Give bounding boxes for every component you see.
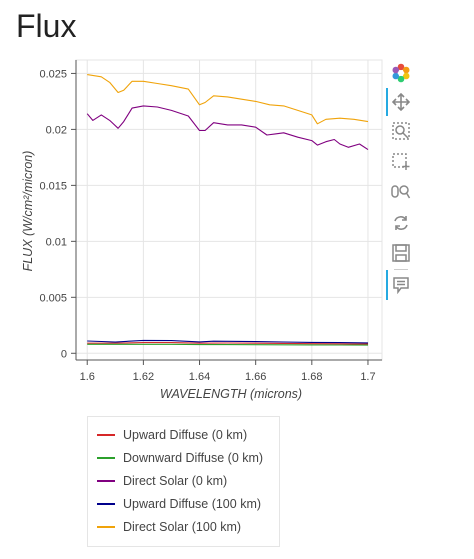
- y-tick-label: 0.015: [39, 180, 67, 192]
- grid: [76, 60, 382, 360]
- x-tick-label: 1.7: [360, 371, 375, 383]
- box-select-tool-icon[interactable]: [390, 151, 412, 173]
- active-inspector-indicator: [386, 270, 388, 300]
- plot-area: [75, 59, 383, 361]
- legend-label: Direct Solar (0 km): [123, 474, 228, 488]
- legend-swatch: [97, 434, 115, 436]
- active-tool-indicator: [386, 88, 388, 116]
- y-tick-label: 0.01: [46, 236, 67, 248]
- legend-item[interactable]: Upward Diffuse (100 km): [97, 494, 261, 514]
- legend-label: Upward Diffuse (100 km): [123, 497, 262, 511]
- y-tick-label: 0.02: [46, 124, 67, 136]
- series-line-1: [87, 343, 369, 346]
- y-tick-label: 0.025: [39, 68, 67, 80]
- y-tick-label: 0: [61, 348, 67, 360]
- box-zoom-tool-icon[interactable]: [390, 120, 412, 142]
- save-tool-icon[interactable]: [390, 242, 412, 264]
- x-tick-label: 1.62: [133, 371, 154, 383]
- legend-swatch: [97, 457, 115, 459]
- axes: 1.6 1.62 1.64 1.66 1.68 1.7 0 0.005 0.01 0.015 0.0…: [39, 60, 382, 383]
- legend-swatch: [97, 503, 115, 505]
- legend-label: Upward Diffuse (0 km): [123, 428, 248, 442]
- legend-item[interactable]: Downward Diffuse (0 km): [97, 448, 263, 468]
- series-lines: [86, 74, 369, 346]
- series-line-3: [87, 339, 369, 344]
- legend-item[interactable]: Direct Solar (0 km): [97, 471, 227, 491]
- x-tick-label: 1.64: [189, 371, 210, 383]
- hover-tool-icon[interactable]: [390, 274, 412, 296]
- series-line-2: [86, 105, 369, 151]
- x-tick-label: 1.6: [80, 371, 95, 383]
- legend-swatch: [97, 480, 115, 482]
- legend-label: Direct Solar (100 km): [123, 520, 242, 534]
- pan-tool-icon[interactable]: [390, 91, 412, 113]
- chart-legend: Upward Diffuse (0 km) Downward Diffuse (0…: [87, 416, 280, 547]
- x-tick-label: 1.66: [245, 371, 266, 383]
- toolbar-separator: [394, 269, 408, 270]
- y-axis-label: FLUX (W/cm²/micron): [21, 151, 35, 272]
- series-line-0: [87, 342, 369, 345]
- legend-swatch: [97, 526, 115, 528]
- y-tick-label: 0.005: [39, 292, 67, 304]
- plot-toolbar: [386, 60, 416, 310]
- series-line-4: [87, 74, 369, 125]
- wheel-zoom-tool-icon[interactable]: [390, 181, 412, 203]
- legend-item[interactable]: Upward Diffuse (0 km): [97, 425, 247, 445]
- flux-chart: 1.6 1.62 1.64 1.66 1.68 1.7 0 0.005 0.01 0.015 0.0…: [21, 59, 383, 401]
- bokeh-logo-icon[interactable]: [390, 62, 412, 84]
- legend-label: Downward Diffuse (0 km): [123, 451, 264, 465]
- x-axis-label: WAVELENGTH (microns): [160, 387, 302, 401]
- page-title: Flux: [16, 8, 77, 44]
- reset-tool-icon[interactable]: [390, 212, 412, 234]
- legend-item[interactable]: Direct Solar (100 km): [97, 517, 241, 537]
- x-tick-label: 1.68: [301, 371, 322, 383]
